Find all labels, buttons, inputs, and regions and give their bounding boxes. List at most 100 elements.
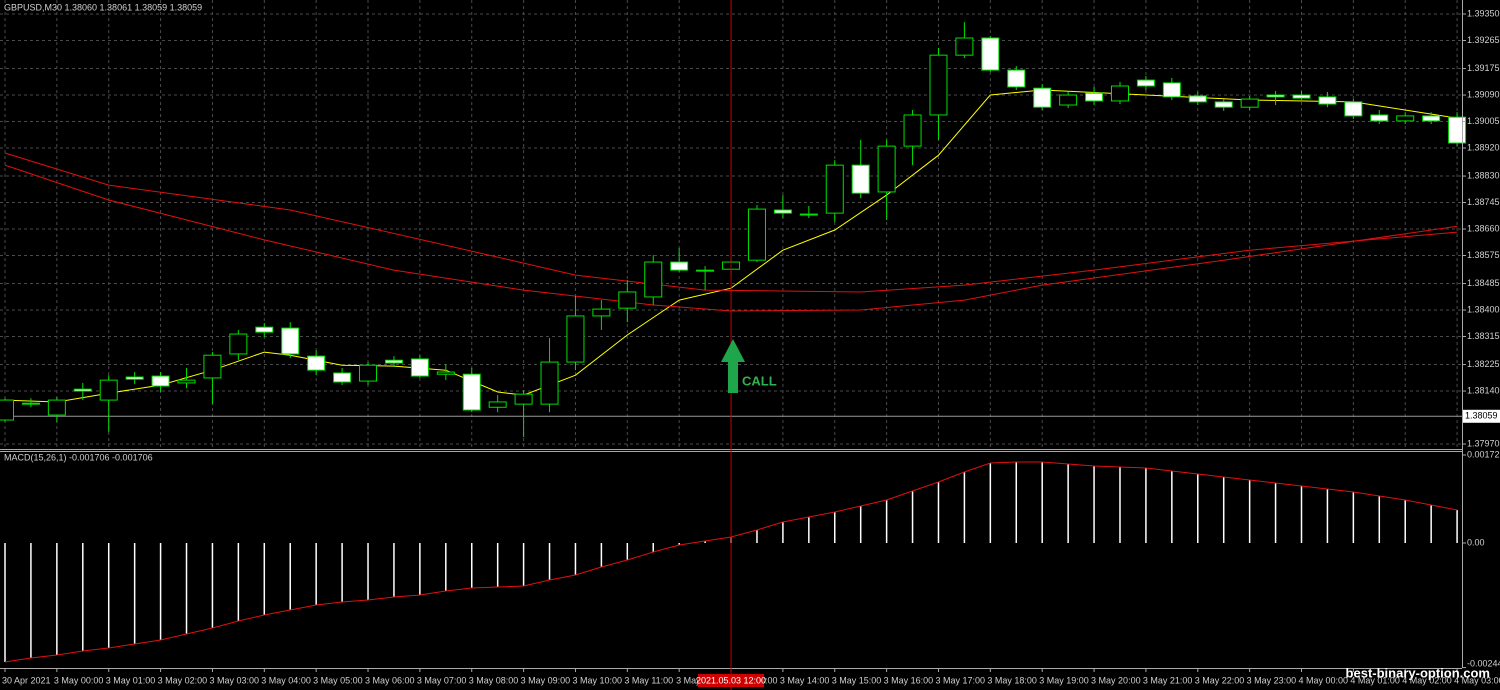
- crosshair-label-box: [698, 674, 765, 687]
- x-tick-label: 3 May 17:00: [935, 675, 985, 685]
- candle-body: [203, 354, 222, 379]
- candle-body: [177, 379, 196, 384]
- y-tick-label: 1.39005: [1467, 116, 1500, 126]
- candle-body: [1318, 96, 1337, 105]
- x-tick-label: 3 May 05:00: [313, 675, 363, 685]
- x-tick-label: 4 May 02:00: [1402, 675, 1452, 685]
- y-tick-label: -0.002448: [1467, 658, 1500, 668]
- candle-body: [1292, 94, 1311, 99]
- candle-body: [21, 402, 40, 405]
- x-tick-label: 3 May 16:00: [884, 675, 934, 685]
- candle-body: [0, 399, 14, 421]
- candle-body: [359, 364, 378, 382]
- x-tick-label: 3 May 11:00: [624, 675, 673, 685]
- candle-body: [851, 164, 870, 194]
- watermark: best-binary-option.com: [1346, 665, 1490, 680]
- x-tick-label: 3 May 22:00: [1195, 675, 1245, 685]
- x-tick-label: 3 May 23:00: [1247, 675, 1297, 685]
- candle-body: [307, 355, 326, 371]
- candle-body: [1110, 85, 1129, 102]
- candle-body: [955, 37, 974, 56]
- x-tick-label: 3 May 19:00: [1039, 675, 1089, 685]
- x-tick-label: 3 May 15:00: [832, 675, 882, 685]
- x-tick-label: 30 Apr 2021: [2, 675, 51, 685]
- x-tick-label: 3 May 06:00: [365, 675, 415, 685]
- y-tick-label: 0.001729: [1467, 449, 1500, 459]
- candle-body: [1422, 115, 1441, 122]
- candle-body: [99, 379, 118, 401]
- candle-body: [125, 376, 144, 380]
- arrow-head: [721, 339, 745, 362]
- y-tick-label: 1.38575: [1467, 250, 1500, 260]
- candle-body: [1448, 116, 1467, 144]
- y-tick-label: 1.39265: [1467, 35, 1500, 45]
- x-tick-label: 3 May 02:00: [158, 675, 208, 685]
- call-label: CALL: [742, 373, 777, 388]
- x-tick-label: 3 May 04:00: [261, 675, 311, 685]
- candle-body: [877, 145, 896, 193]
- plot-layer: [0, 22, 1467, 663]
- candle-body: [410, 358, 429, 377]
- y-tick-label: 1.38920: [1467, 142, 1500, 152]
- price-label: 1.38059: [1465, 411, 1498, 421]
- price-label-box: [1463, 409, 1500, 423]
- moving-average: [4, 152, 1458, 293]
- y-tick-label: 1.38400: [1467, 304, 1500, 314]
- x-tick-label: 3 May 21:00: [1143, 675, 1193, 685]
- candle-body: [929, 54, 948, 116]
- candle-body: [825, 164, 844, 214]
- candle-body: [566, 315, 585, 363]
- x-tick-label: 3 May 03:00: [209, 675, 259, 685]
- x-tick-label: 3 May 09:00: [521, 675, 571, 685]
- y-tick-label: 1.39175: [1467, 63, 1500, 73]
- candle-body: [1266, 94, 1285, 98]
- arrow-shaft: [728, 361, 738, 393]
- indicator-title: MACD(15,26,1) -0.001706 -0.001706: [4, 452, 153, 462]
- candle-body: [151, 375, 170, 387]
- candle-body: [1370, 114, 1389, 122]
- candle-body: [747, 208, 766, 261]
- x-tick-label: 3 May 01:00: [106, 675, 156, 685]
- y-tick-label: 1.38830: [1467, 170, 1500, 180]
- call-arrow: [721, 339, 745, 393]
- y-tick-label: 0.00: [1467, 537, 1485, 547]
- candle-body: [1240, 98, 1259, 108]
- candle-body: [1033, 87, 1052, 108]
- candle-body: [1396, 115, 1415, 122]
- x-tick-label: 3 May 10:00: [572, 675, 622, 685]
- y-tick-label: 1.38315: [1467, 331, 1500, 341]
- candle-body: [462, 373, 481, 411]
- y-tick-label: 1.38225: [1467, 359, 1500, 369]
- x-tick-label: 3 May 20:00: [1091, 675, 1141, 685]
- x-tick-label: 4 May 00:00: [1299, 675, 1349, 685]
- candle-body: [1085, 92, 1104, 102]
- grid-layer: [0, 0, 1462, 449]
- candle-body: [436, 371, 455, 375]
- candle-body: [1136, 79, 1155, 87]
- candle-body: [1162, 82, 1181, 98]
- y-tick-label: 1.37970: [1467, 438, 1500, 448]
- candle-body: [488, 401, 507, 408]
- candle-body: [229, 333, 248, 355]
- candle-body: [1344, 101, 1363, 117]
- candle-body: [1188, 95, 1207, 103]
- x-tick-label: 3 May 00:00: [54, 675, 104, 685]
- candle-body: [799, 213, 818, 216]
- candle-body: [73, 388, 92, 392]
- candle-body: [618, 291, 637, 309]
- candle-body: [773, 209, 792, 214]
- y-tick-label: 1.38140: [1467, 385, 1500, 395]
- candle-body: [1007, 69, 1026, 88]
- moving-average: [4, 164, 1458, 312]
- candle-body: [644, 261, 663, 298]
- y-tick-label: 1.39350: [1467, 8, 1500, 18]
- candle-body: [47, 399, 66, 416]
- y-tick-label: 1.38660: [1467, 223, 1500, 233]
- candle-body: [1059, 94, 1078, 106]
- x-tick-label: 3 May 08:00: [469, 675, 519, 685]
- chart-title: GBPUSD,M30 1.38060 1.38061 1.38059 1.380…: [4, 2, 202, 12]
